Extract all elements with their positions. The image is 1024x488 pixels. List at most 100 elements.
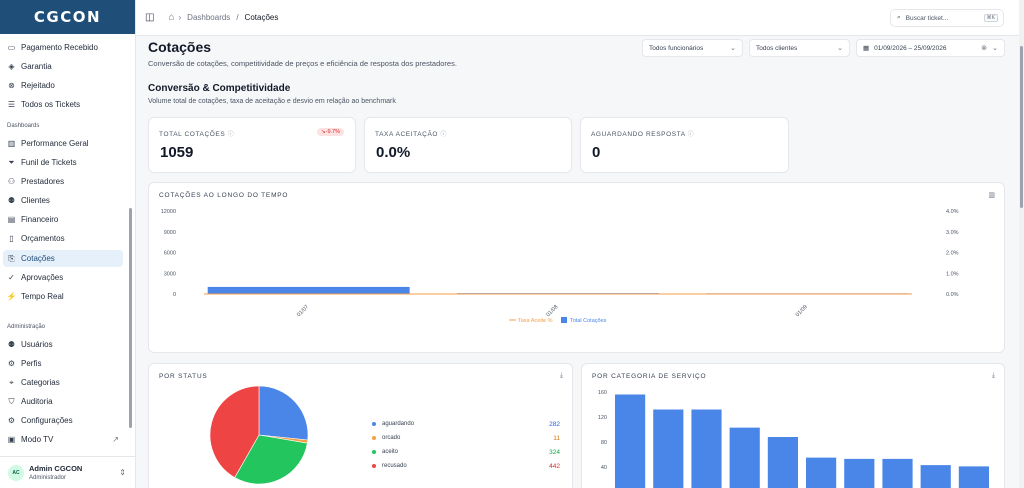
y-tick-left: 9000 xyxy=(164,230,176,236)
category-bar[interactable] xyxy=(920,465,951,488)
user-role: Administrador xyxy=(29,475,67,481)
filter-clientes-value: Todos clientes xyxy=(756,44,798,52)
sidebar-item-garantia[interactable]: ◈ Garantia xyxy=(3,58,123,75)
breadcrumb-separator: › xyxy=(178,13,182,22)
panel-title: COTAÇÕES AO LONGO DO TEMPO xyxy=(159,192,289,199)
y-tick-right: 4.0% xyxy=(946,209,959,215)
sidebar-toggle-icon[interactable]: ◫ xyxy=(145,12,155,23)
sidebar-item-categorias[interactable]: ⌖ Categorias xyxy=(3,374,123,391)
topbar: ◫ ⌂ › Dashboards / Cotações ⌕ Buscar tic… xyxy=(136,0,1019,36)
sidebar-item-label: Usuários xyxy=(21,340,53,349)
calendar-icon: ▦ xyxy=(863,45,870,52)
page-scrollbar-thumb[interactable] xyxy=(1020,46,1023,208)
y-tick-right: 2.0% xyxy=(946,251,959,257)
home-icon[interactable]: ⌂ xyxy=(168,12,175,23)
sidebar-item-tempo-real[interactable]: ⚡ Tempo Real xyxy=(3,288,123,305)
sidebar-item-cotacoes[interactable]: ⎘ Cotações xyxy=(3,250,123,267)
sidebar-item-clientes[interactable]: ⚉ Clientes xyxy=(3,192,123,209)
bar-chart-icon: ▥ xyxy=(7,138,16,148)
check-circle-icon: ✓ xyxy=(8,272,15,282)
category-bar[interactable] xyxy=(729,427,760,488)
legend-label: aguardando xyxy=(382,421,415,427)
y-tick: 40 xyxy=(601,465,607,471)
pie-slice-aceito[interactable] xyxy=(234,434,308,485)
y-tick-right: 1.0% xyxy=(946,271,959,277)
sidebar-item-auditoria[interactable]: ⛉ Auditoria xyxy=(3,393,123,410)
sidebar-item-label: Tempo Real xyxy=(21,292,64,301)
sidebar-item-label: Pagamento Recebido xyxy=(21,43,98,52)
sidebar-item-label: Funil de Tickets xyxy=(21,158,77,167)
legend-value: 324 xyxy=(549,449,560,456)
breadcrumb-dashboards[interactable]: Dashboards xyxy=(187,13,231,22)
category-bar[interactable] xyxy=(844,458,875,488)
sidebar-item-label: Financeiro xyxy=(21,215,59,224)
legend-value: 11 xyxy=(553,435,560,442)
breadcrumb-current: Cotações xyxy=(244,13,279,22)
category-bar[interactable] xyxy=(615,394,646,488)
x-tick-label: 01/07 xyxy=(296,304,310,318)
sidebar-item-label: Perfis xyxy=(21,359,42,368)
panel-title: POR STATUS xyxy=(159,373,208,380)
sidebar-item-orcamentos[interactable]: ▯ Orçamentos xyxy=(3,230,123,247)
category-bar[interactable] xyxy=(767,437,798,488)
x-circle-icon: ⊗ xyxy=(8,80,15,90)
sidebar-item-aprovacoes[interactable]: ✓ Aprovações xyxy=(3,269,123,286)
date-range-picker[interactable]: ▦ 01/09/2026 – 25/09/2026 ⊗ ⌄ xyxy=(856,39,1005,57)
sidebar-item-perfis[interactable]: ⚙ Perfis xyxy=(3,355,123,372)
trend-badge: ↘-9.7% xyxy=(317,128,344,136)
sidebar-scrollbar[interactable] xyxy=(129,208,132,428)
pie-slice-aguardando[interactable] xyxy=(258,385,309,441)
sidebar-item-funil-de-tickets[interactable]: ⏷ Funil de Tickets xyxy=(3,154,123,171)
app-logo[interactable]: CGCON xyxy=(33,8,102,26)
kpi-label-text: TOTAL COTAÇÕES xyxy=(159,131,226,138)
info-icon[interactable]: ⓘ xyxy=(227,132,235,138)
info-icon[interactable]: ⓘ xyxy=(687,132,695,138)
tag-icon: ⌖ xyxy=(9,377,14,387)
sidebar-item-prestadores[interactable]: ⚇ Prestadores xyxy=(3,173,123,190)
sidebar-item-usuarios[interactable]: ⚉ Usuários xyxy=(3,336,123,353)
quote-icon: ⎘ xyxy=(8,253,15,263)
category-bar[interactable] xyxy=(882,458,913,488)
sidebar-item-label: Auditoria xyxy=(21,397,53,406)
sidebar-item-todos-os-tickets[interactable]: ☰ Todos os Tickets xyxy=(3,96,123,113)
sidebar-item-financeiro[interactable]: ▤ Financeiro xyxy=(3,211,123,228)
kpi-value: 0.0% xyxy=(376,144,411,161)
category-bar[interactable] xyxy=(691,409,722,488)
gear-icon: ⚙ xyxy=(7,415,16,425)
filter-clientes-select[interactable]: Todos clientes ⌄ xyxy=(749,39,850,57)
logo-bar: CGCON xyxy=(0,0,135,34)
kpi-value: 0 xyxy=(592,144,601,161)
users-icon: ⚉ xyxy=(7,339,16,349)
sidebar-item-rejeitado[interactable]: ⊗ Rejeitado xyxy=(3,77,123,94)
download-icon[interactable]: ⤓ xyxy=(559,372,563,379)
legend-label: recusado xyxy=(382,463,407,469)
sidebar-item-configuracoes[interactable]: ⚙ Configurações xyxy=(3,412,123,429)
category-bar[interactable] xyxy=(958,466,989,488)
search-input[interactable]: ⌕ Buscar ticket... ⌘K xyxy=(890,9,1004,27)
user-menu[interactable]: AC Admin CGCON Administrador ⇕ xyxy=(0,456,136,488)
pie-slice-recusado[interactable] xyxy=(209,385,260,478)
user-icon: ⚇ xyxy=(7,176,16,186)
category-bar[interactable] xyxy=(653,409,684,488)
download-icon[interactable]: ⤓ xyxy=(991,372,995,379)
legend-item: aguardando xyxy=(372,421,414,427)
avatar: AC xyxy=(8,464,24,481)
chart-type-icon[interactable]: ▥ xyxy=(988,192,995,199)
category-chart-panel: POR CATEGORIA DE SERVIÇO ⤓ 16012080400 xyxy=(581,363,1005,488)
sidebar-item-label: Todos os Tickets xyxy=(21,100,81,109)
sidebar-item-label: Garantia xyxy=(21,62,52,71)
legend-item: recusado xyxy=(372,463,407,469)
sidebar-item-pagamento-recebido[interactable]: ▭ Pagamento Recebido xyxy=(3,39,123,56)
info-icon[interactable]: ⓘ xyxy=(440,132,448,138)
panel-title: POR CATEGORIA DE SERVIÇO xyxy=(592,373,707,380)
legend-swatch-total-cotacoes xyxy=(561,317,567,323)
page-scrollbar[interactable] xyxy=(1019,0,1024,488)
legend-item: aceito xyxy=(372,449,398,455)
filter-funcionarios-select[interactable]: Todos funcionários ⌄ xyxy=(642,39,743,57)
breadcrumb-separator: / xyxy=(236,13,239,22)
category-bar[interactable] xyxy=(806,457,837,488)
sidebar-item-label: Cotações xyxy=(21,254,55,263)
clear-icon[interactable]: ⊗ xyxy=(981,45,987,52)
sidebar-item-performance-geral[interactable]: ▥ Performance Geral xyxy=(3,135,123,152)
sidebar-item-modo-tv[interactable]: ▣ Modo TV ↗ xyxy=(3,431,123,448)
